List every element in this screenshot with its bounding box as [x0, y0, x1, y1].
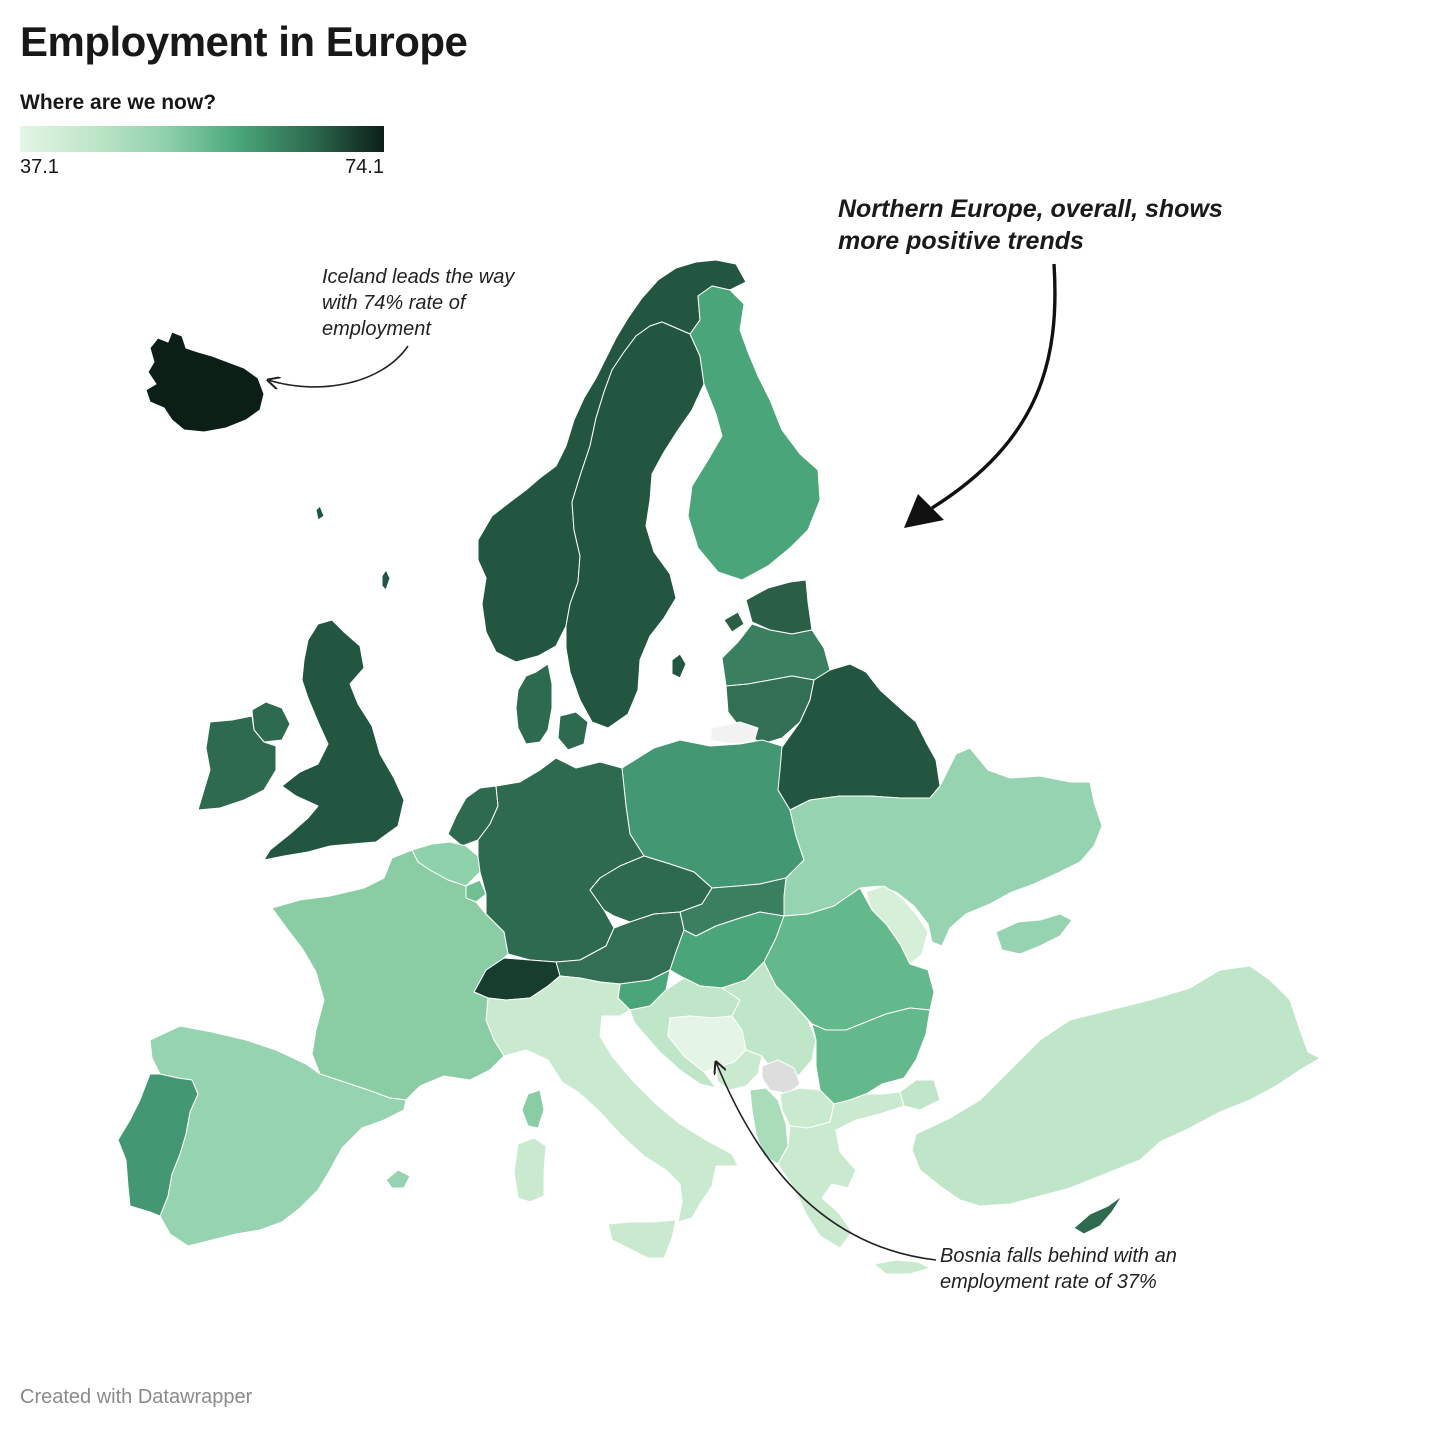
country-bulgaria[interactable] [811, 1007, 931, 1105]
country-denmark[interactable] [515, 663, 553, 745]
country-sweden[interactable] [565, 321, 705, 729]
country-kosovo[interactable] [761, 1059, 801, 1095]
island-faroe[interactable] [315, 505, 325, 521]
country-spain-islands[interactable] [385, 1169, 411, 1189]
country-denmark-islands[interactable] [557, 711, 589, 751]
region-crimea[interactable] [995, 913, 1073, 955]
country-estonia[interactable] [745, 579, 813, 635]
country-iceland[interactable] [145, 331, 265, 433]
country-ireland[interactable] [197, 715, 277, 811]
country-italy-sardinia[interactable] [513, 1137, 547, 1203]
country-greece-crete[interactable] [873, 1259, 931, 1275]
country-portugal[interactable] [117, 1073, 199, 1217]
island-gotland[interactable] [671, 653, 687, 679]
legend-gradient-bar [20, 126, 384, 152]
island-saaremaa[interactable] [723, 611, 745, 633]
country-kaliningrad[interactable] [709, 721, 759, 745]
country-montenegro[interactable] [715, 1049, 763, 1091]
country-france[interactable] [271, 849, 509, 1101]
color-legend: 37.1 74.1 [20, 126, 384, 178]
island-shetland[interactable] [381, 569, 391, 591]
north-annotation-arrowhead [904, 494, 944, 528]
legend-max-label: 74.1 [345, 156, 384, 178]
north-annotation-arrow [931, 263, 1057, 510]
country-italy[interactable] [485, 975, 739, 1223]
region-corsica[interactable] [521, 1089, 545, 1129]
country-cyprus[interactable] [1073, 1195, 1123, 1235]
chart-title: Employment in Europe [20, 18, 468, 65]
country-finland[interactable] [687, 285, 821, 581]
legend-title: Where are we now? [20, 91, 217, 114]
bosnia-annotation-arrow [716, 1062, 937, 1261]
iceland-annotation-arrow [268, 345, 409, 387]
legend-min-label: 37.1 [20, 156, 59, 178]
bosnia-annotation: Bosnia falls behind with an employment r… [940, 1245, 1177, 1293]
credit-footer: Created with Datawrapper [20, 1386, 253, 1408]
country-turkey[interactable] [899, 965, 1321, 1207]
country-greece[interactable] [777, 1091, 905, 1249]
country-united-kingdom[interactable] [263, 619, 405, 861]
country-latvia[interactable] [721, 623, 831, 687]
country-italy-sicily[interactable] [607, 1219, 677, 1259]
iceland-annotation: Iceland leads the way with 74% rate of e… [322, 266, 515, 340]
northern-europe-annotation: Northern Europe, overall, shows more pos… [838, 195, 1223, 255]
